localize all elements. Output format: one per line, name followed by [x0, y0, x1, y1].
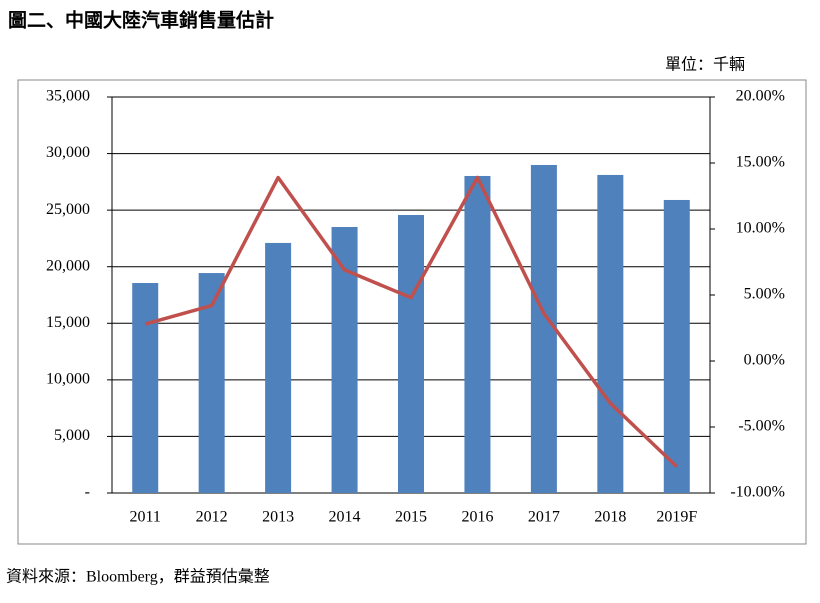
bar — [464, 175, 491, 494]
x-tick-label: 2017 — [528, 509, 560, 526]
x-tick-label: 2016 — [461, 509, 493, 526]
bar — [132, 283, 159, 493]
bar — [663, 199, 690, 493]
y-tick-label: 30,000 — [46, 144, 90, 161]
source-note: 資料來源：Bloomberg，群益預估彙整 — [6, 568, 270, 586]
x-tick-label: 2012 — [196, 509, 228, 526]
y-tick-label: 25,000 — [46, 201, 90, 218]
bar — [530, 164, 557, 494]
y2-tick-label: 5.00% — [744, 286, 785, 303]
chart-title: 圖二、中國大陸汽車銷售量估計 — [8, 8, 274, 31]
bar — [265, 242, 292, 493]
bar — [331, 227, 358, 493]
bar — [597, 174, 624, 493]
x-tick-label: 2011 — [130, 509, 161, 526]
y2-tick-label: -5.00% — [738, 418, 785, 435]
x-tick-label: 2014 — [329, 509, 361, 526]
y2-tick-label: 15.00% — [736, 154, 785, 171]
y-tick-label: 35,000 — [46, 88, 90, 105]
x-tick-label: 2018 — [594, 509, 626, 526]
y-tick-label: 15,000 — [46, 314, 90, 331]
y2-tick-label: 10.00% — [736, 220, 785, 237]
unit-label: 單位：千輛 — [665, 56, 745, 74]
y2-tick-label: 0.00% — [744, 352, 785, 369]
y-tick-label: 20,000 — [46, 257, 90, 274]
x-tick-label: 2015 — [395, 509, 427, 526]
line-series — [144, 175, 678, 468]
x-tick-label: 2019F — [656, 509, 697, 526]
y-tick-label: 10,000 — [46, 371, 90, 388]
chart-frame — [17, 79, 807, 545]
y-tick-label: - — [85, 484, 90, 501]
bar — [398, 215, 424, 493]
y2-tick-label: 20.00% — [736, 88, 785, 105]
y2-tick-label: -10.00% — [730, 484, 785, 501]
x-tick-label: 2013 — [262, 509, 294, 526]
y-tick-label: 5,000 — [54, 427, 90, 444]
